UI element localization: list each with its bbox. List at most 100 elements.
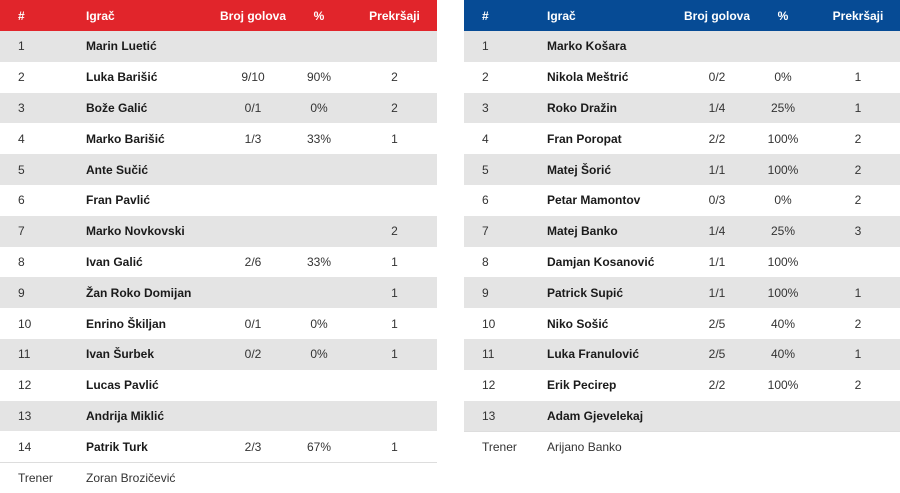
player-number: 3	[18, 100, 25, 115]
table-row: 4 Fran Poropat 2/2 100% 2	[464, 123, 900, 155]
table-row: 14 Patrik Turk 2/3 67% 1	[0, 431, 437, 463]
table-row: 7 Marko Novkovski 2	[0, 215, 437, 247]
player-percent: 0%	[310, 347, 328, 362]
table-row: 8 Damjan Kosanović 1/1 100%	[464, 246, 900, 278]
player-goals: 1/4	[708, 224, 726, 239]
player-name: Marin Luetić	[86, 39, 157, 54]
player-number: 13	[18, 408, 32, 423]
player-percent: 0%	[310, 316, 328, 331]
player-goals	[220, 277, 286, 308]
player-number: 8	[482, 254, 489, 269]
player-goals: 2/2	[708, 378, 726, 393]
player-name: Matej Banko	[547, 224, 618, 239]
table-row: 9 Žan Roko Domijan 1	[0, 277, 437, 309]
player-number: 2	[482, 70, 489, 85]
player-percent	[286, 216, 352, 247]
table-row: 8 Ivan Galić 2/6 33% 1	[0, 246, 437, 278]
player-percent: 90%	[306, 70, 332, 85]
player-name: Andrija Miklić	[86, 408, 165, 423]
player-name: Luka Barišić	[86, 70, 158, 85]
player-percent: 25%	[770, 224, 796, 239]
player-fouls: 1	[854, 100, 862, 115]
player-number: 10	[482, 316, 496, 331]
player-name: Žan Roko Domijan	[86, 285, 192, 300]
player-goals	[220, 401, 286, 432]
player-goals: 1/4	[708, 100, 726, 115]
header-fouls: Prekršaji	[832, 8, 884, 23]
player-number: 13	[482, 408, 496, 423]
player-fouls: 2	[391, 70, 398, 85]
table-row: 10 Niko Sošić 2/5 40% 2	[464, 308, 900, 339]
player-percent: 25%	[770, 100, 796, 115]
player-number: 14	[18, 439, 32, 454]
header-player: Igrač	[86, 8, 115, 23]
table-row: 4 Marko Barišić 1/3 33% 1	[0, 123, 437, 155]
player-fouls: 3	[854, 224, 862, 239]
player-number: 9	[18, 285, 25, 300]
player-number: 6	[482, 193, 489, 208]
table-row: 12 Lucas Pavlić	[0, 369, 437, 401]
player-percent: 33%	[306, 131, 332, 146]
coach-label: Trener	[18, 470, 53, 485]
table-row: 2 Luka Barišić 9/10 90% 2	[0, 61, 437, 93]
player-name: Marko Novkovski	[86, 224, 185, 239]
player-name: Fran Pavlić	[86, 193, 151, 208]
player-number: 12	[482, 378, 496, 393]
player-percent: 67%	[306, 439, 332, 454]
player-name: Damjan Kosanović	[547, 254, 655, 269]
table-row: 6 Fran Pavlić	[0, 184, 437, 216]
player-name: Luka Franulović	[547, 347, 640, 362]
player-goals	[220, 370, 286, 401]
player-goals: 2/3	[244, 439, 262, 454]
home-team-stats: # Igrač Broj golova % Prekršaji 1 Marin L…	[0, 0, 437, 493]
table-row: 11 Luka Franulović 2/5 40% 1	[464, 338, 900, 370]
table-row: 7 Matej Banko 1/4 25% 3	[464, 215, 900, 247]
player-goals	[684, 401, 750, 432]
player-fouls: 2	[391, 224, 398, 239]
player-name: Lucas Pavlić	[86, 378, 159, 393]
player-number: 1	[18, 39, 25, 54]
player-name: Nikola Meštrić	[547, 70, 629, 85]
player-fouls: 1	[854, 70, 862, 85]
player-goals	[220, 185, 286, 216]
player-name: Ivan Galić	[86, 254, 143, 269]
table-row: 1 Marin Luetić	[0, 31, 437, 62]
player-fouls: 1	[391, 439, 398, 454]
coach-row: Trener Zoran Brozičević	[0, 462, 437, 493]
header-fouls: Prekršaji	[369, 8, 420, 23]
player-fouls: 1	[391, 285, 398, 300]
player-name: Marko Barišić	[86, 131, 165, 146]
player-name: Patrik Turk	[86, 439, 148, 454]
player-number: 11	[18, 347, 31, 362]
player-fouls: 1	[854, 347, 862, 362]
player-fouls: 1	[391, 131, 398, 146]
table-row: 3 Bože Galić 0/1 0% 2	[0, 92, 437, 124]
player-number: 11	[482, 347, 495, 362]
player-goals: 0/2	[244, 347, 262, 362]
player-percent: 40%	[770, 316, 796, 331]
player-fouls	[352, 370, 437, 401]
player-goals	[684, 31, 750, 62]
player-name: Roko Dražin	[547, 100, 618, 115]
player-fouls: 1	[854, 285, 862, 300]
player-goals: 1/3	[244, 131, 262, 146]
player-fouls: 2	[854, 378, 862, 393]
header-number: #	[482, 8, 489, 23]
player-goals	[220, 216, 286, 247]
table-row: 5 Ante Sučić	[0, 154, 437, 185]
table-row: 2 Nikola Meštrić 0/2 0% 1	[464, 61, 900, 93]
table-row: 9 Patrick Supić 1/1 100% 1	[464, 277, 900, 309]
home-stats-table: # Igrač Broj golova % Prekršaji 1 Marin L…	[0, 0, 437, 493]
player-number: 5	[482, 162, 489, 177]
player-number: 5	[18, 162, 25, 177]
coach-row: Trener Arijano Banko	[464, 431, 900, 463]
player-percent: 100%	[767, 131, 799, 146]
player-number: 3	[482, 100, 489, 115]
coach-label: Trener	[482, 440, 517, 454]
player-goals: 0/3	[708, 193, 726, 208]
table-row: 1 Marko Košara	[464, 31, 900, 62]
player-fouls	[816, 31, 900, 62]
player-name: Bože Galić	[86, 100, 148, 115]
player-percent: 0%	[310, 100, 328, 115]
player-fouls: 2	[854, 162, 862, 177]
